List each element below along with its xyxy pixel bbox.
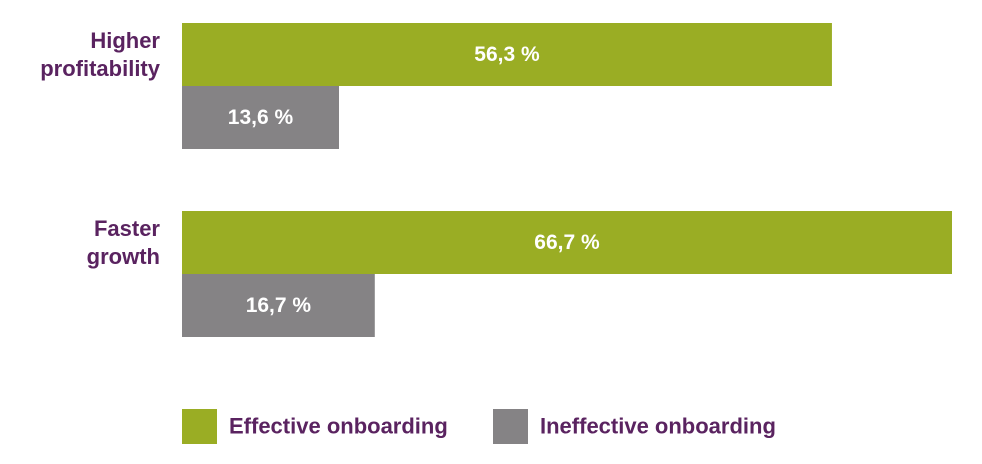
effective-bar bbox=[182, 211, 952, 274]
legend: Effective onboarding Ineffective onboardi… bbox=[182, 409, 776, 444]
category-label-line: Higher bbox=[90, 28, 160, 53]
category-label-line: growth bbox=[87, 244, 160, 269]
bar-value-label: 13,6 % bbox=[228, 106, 294, 129]
effective-bar bbox=[182, 23, 832, 86]
ineffective-bar bbox=[182, 274, 375, 337]
bar-value-label: 56,3 % bbox=[474, 43, 540, 66]
bar-value-label: 16,7 % bbox=[246, 294, 312, 317]
legend-label-ineffective: Ineffective onboarding bbox=[540, 413, 776, 438]
legend-label-effective: Effective onboarding bbox=[229, 413, 448, 438]
category-label-line: Faster bbox=[94, 216, 160, 241]
bar-value-label: 66,7 % bbox=[534, 231, 600, 254]
legend-swatch-effective bbox=[182, 409, 217, 444]
ineffective-bar bbox=[182, 86, 340, 149]
legend-swatch-ineffective bbox=[493, 409, 528, 444]
category-label-line: profitability bbox=[40, 56, 161, 81]
